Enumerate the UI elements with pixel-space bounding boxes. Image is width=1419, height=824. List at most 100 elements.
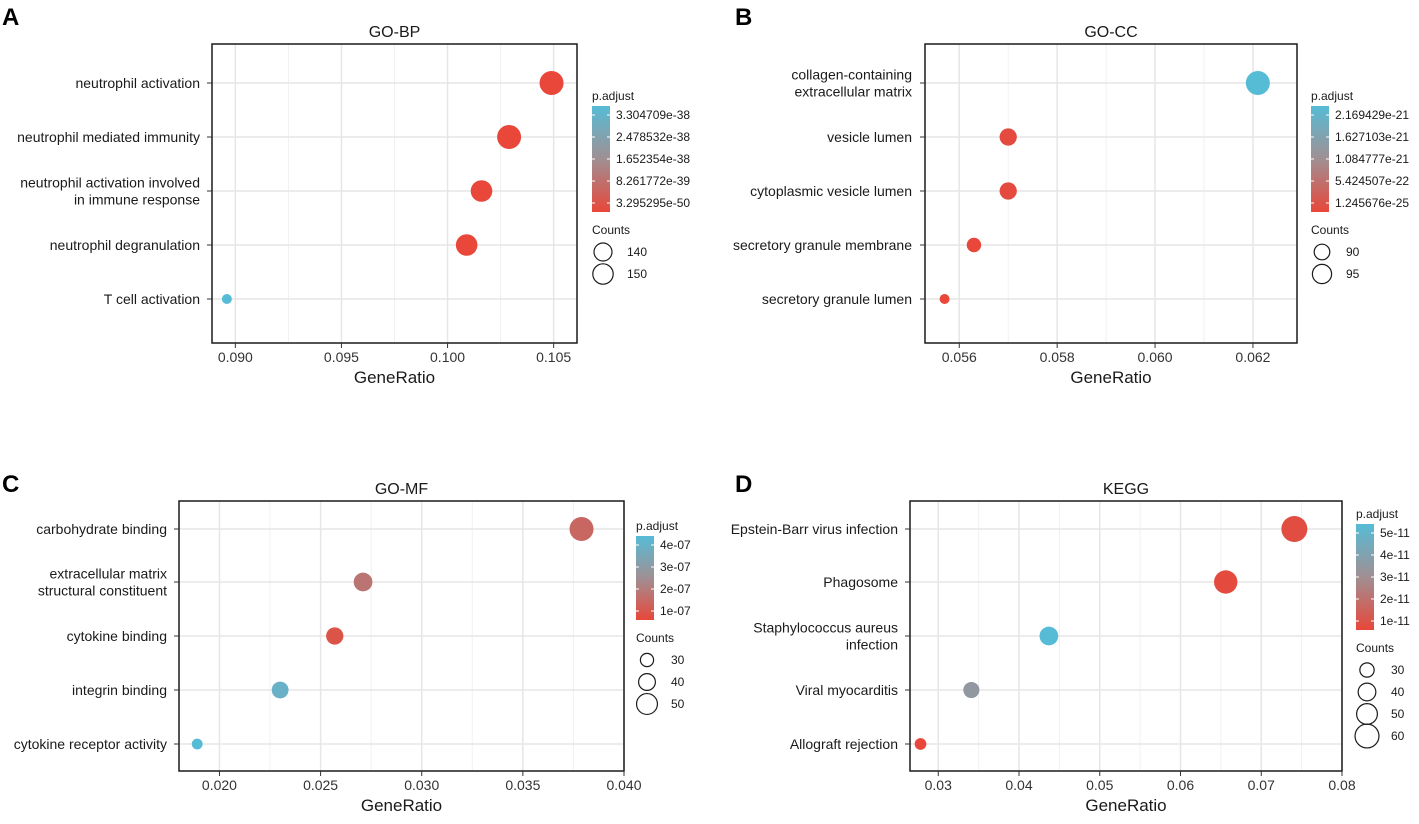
data-point [1214, 570, 1238, 594]
data-point [271, 681, 289, 699]
y-category-label: Epstein-Barr virus infection [731, 521, 898, 537]
y-category-label: integrin binding [72, 682, 167, 698]
plot-frame [924, 43, 1298, 344]
x-tick-label: 0.05 [1086, 777, 1113, 793]
x-tick-label: 0.056 [942, 349, 977, 365]
x-tick-label: 0.07 [1248, 777, 1275, 793]
x-tick-label: 0.105 [536, 349, 571, 365]
color-legend-label: 3e-11 [1380, 570, 1410, 584]
y-category-label: vesicle lumen [827, 129, 912, 145]
data-point [326, 627, 344, 645]
color-bar [592, 106, 610, 212]
size-legend-label: 150 [627, 267, 647, 281]
data-point [221, 294, 232, 304]
x-tick-label: 0.03 [925, 777, 952, 793]
size-legend-label: 30 [671, 653, 685, 667]
size-legend-circle [1313, 243, 1331, 261]
y-category-label: neutrophil activation [75, 75, 200, 91]
chart-title: KEGG [1103, 481, 1149, 498]
y-category-label: T cell activation [104, 291, 200, 307]
y-category-label: extracellular matrix structural constitue… [38, 566, 167, 599]
x-tick-label: 0.030 [404, 777, 439, 793]
x-tick-label: 0.060 [1138, 349, 1173, 365]
data-point [191, 738, 203, 750]
y-category-label: neutrophil degranulation [50, 237, 200, 253]
panel-c: C GO-MF 0.020 0.025 0.030 0.035 0.040 GeneRatio… [2, 471, 691, 815]
data-point [914, 738, 927, 750]
panel-letter: C [2, 471, 19, 498]
color-legend-label: 4e-07 [660, 538, 691, 552]
panel-a: A GO-BP 0.090 0.095 0.100 0.105 GeneRatio neutr… [2, 4, 690, 387]
data-point [353, 572, 373, 592]
data-point [999, 182, 1017, 200]
data-point [1281, 516, 1308, 542]
color-legend-label: 3.304709e-38 [616, 108, 690, 122]
color-legend-label: 1e-07 [660, 604, 691, 618]
color-legend-label: 1e-11 [1380, 614, 1410, 628]
color-legend-title: p.adjust [1311, 89, 1354, 103]
size-legend-title: Counts [636, 631, 674, 645]
x-tick-label: 0.04 [1005, 777, 1032, 793]
color-legend-label: 1.652354e-38 [616, 152, 690, 166]
size-legend-title: Counts [592, 223, 630, 237]
color-bar [1356, 524, 1374, 630]
size-legend-circle [637, 672, 656, 691]
x-tick-label: 0.08 [1328, 777, 1355, 793]
size-legend-title: Counts [1311, 223, 1349, 237]
size-legend-label: 90 [1346, 245, 1360, 259]
x-tick-label: 0.035 [505, 777, 540, 793]
size-legend-label: 50 [671, 697, 685, 711]
size-legend-circle [639, 652, 655, 668]
color-legend-label: 1.245676e-25 [1335, 196, 1409, 210]
size-legend-circle [1357, 682, 1377, 702]
x-tick-label: 0.095 [324, 349, 359, 365]
color-legend-label: 2.478532e-38 [616, 130, 690, 144]
color-legend-title: p.adjust [1356, 507, 1399, 521]
panel-b: B GO-CC 0.056 0.058 0.060 0.062 GeneRatio colla… [733, 4, 1409, 387]
size-legend-label: 95 [1346, 267, 1360, 281]
panel-d: D KEGG 0.03 0.04 0.05 0.06 0.07 0.08 GeneRatio Ep… [731, 471, 1410, 815]
color-legend-label: 2.169429e-21 [1335, 108, 1409, 122]
size-legend-circle [593, 242, 613, 262]
color-legend-label: 5.424507e-22 [1335, 174, 1409, 188]
x-axis-label: GeneRatio [1085, 796, 1166, 815]
size-legend-title: Counts [1356, 641, 1394, 655]
color-bar [1311, 106, 1329, 212]
chart-title: GO-CC [1084, 24, 1137, 41]
y-category-label: Viral myocarditis [796, 682, 898, 698]
x-tick-label: 0.020 [202, 777, 237, 793]
x-tick-label: 0.100 [430, 349, 465, 365]
data-point [569, 517, 594, 541]
color-bar [636, 536, 654, 620]
panel-letter: A [2, 4, 19, 31]
size-legend-circle [635, 692, 659, 716]
size-legend-label: 140 [627, 245, 647, 259]
y-category-label: secretory granule lumen [762, 291, 912, 307]
data-point [470, 180, 493, 202]
y-category-label: Allograft rejection [790, 736, 898, 752]
size-legend-circle [1354, 723, 1380, 749]
data-point [939, 294, 950, 304]
y-category-label: Phagosome [823, 574, 898, 590]
x-tick-label: 0.025 [303, 777, 338, 793]
color-legend-label: 2e-11 [1380, 592, 1410, 606]
data-point [999, 128, 1017, 146]
y-category-label: collagen-containing extracellular matrix [791, 67, 912, 100]
color-legend-label: 2e-07 [660, 582, 691, 596]
x-tick-label: 0.058 [1040, 349, 1075, 365]
x-axis-label: GeneRatio [354, 368, 435, 387]
y-category-label: Staphylococcus aureus infection [753, 620, 898, 653]
color-legend-label: 1.084777e-21 [1335, 152, 1409, 166]
y-category-label: cytoplasmic vesicle lumen [750, 183, 912, 199]
panel-letter: B [735, 4, 752, 31]
y-category-label: neutrophil activation involved in immune … [20, 175, 200, 208]
size-legend-label: 50 [1391, 707, 1405, 721]
size-legend-circle [1311, 263, 1333, 285]
data-point [966, 237, 982, 253]
y-category-label: secretory granule membrane [733, 237, 912, 253]
data-point [963, 681, 980, 699]
x-axis-label: GeneRatio [1070, 368, 1151, 387]
x-tick-label: 0.062 [1235, 349, 1270, 365]
color-legend-label: 3e-07 [660, 560, 691, 574]
